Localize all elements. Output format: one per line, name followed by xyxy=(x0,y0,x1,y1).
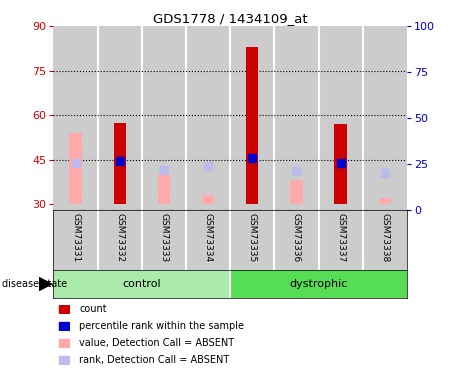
Bar xyxy=(142,26,186,210)
Bar xyxy=(53,270,230,298)
Point xyxy=(381,170,388,176)
Bar xyxy=(98,210,142,270)
Bar xyxy=(363,210,407,270)
Bar xyxy=(60,305,69,313)
Bar xyxy=(246,47,259,204)
Point xyxy=(72,160,79,166)
Polygon shape xyxy=(39,278,52,291)
Bar xyxy=(230,26,274,210)
Point xyxy=(337,160,344,166)
Text: dystrophic: dystrophic xyxy=(289,279,348,289)
Bar xyxy=(98,26,142,210)
Bar xyxy=(230,270,407,298)
Bar xyxy=(158,174,170,204)
Bar xyxy=(363,26,407,210)
Text: GSM73337: GSM73337 xyxy=(336,213,345,262)
Text: percentile rank within the sample: percentile rank within the sample xyxy=(79,321,244,331)
Text: value, Detection Call = ABSENT: value, Detection Call = ABSENT xyxy=(79,338,234,348)
Text: disease state: disease state xyxy=(2,279,67,289)
Bar xyxy=(142,210,186,270)
Text: control: control xyxy=(122,279,161,289)
Bar xyxy=(319,210,363,270)
Bar xyxy=(290,180,303,204)
Text: GSM73334: GSM73334 xyxy=(204,213,213,262)
Bar xyxy=(60,322,69,330)
Bar xyxy=(60,356,69,364)
Point xyxy=(204,162,212,168)
Bar xyxy=(186,26,230,210)
Text: rank, Detection Call = ABSENT: rank, Detection Call = ABSENT xyxy=(79,355,229,365)
Bar xyxy=(186,210,230,270)
Bar xyxy=(53,26,98,210)
Bar xyxy=(274,210,319,270)
Text: GSM73338: GSM73338 xyxy=(380,213,389,262)
Text: GSM73332: GSM73332 xyxy=(115,213,124,262)
Bar xyxy=(230,210,274,270)
Text: count: count xyxy=(79,304,106,314)
Point xyxy=(116,158,123,164)
Point xyxy=(248,155,256,161)
Bar xyxy=(53,210,98,270)
Bar xyxy=(379,198,391,204)
Bar xyxy=(202,195,214,204)
Point xyxy=(292,168,300,174)
Bar xyxy=(319,26,363,210)
Bar xyxy=(69,133,82,204)
Text: GSM73335: GSM73335 xyxy=(248,213,257,262)
Bar xyxy=(113,123,126,204)
Bar xyxy=(334,124,347,204)
Bar xyxy=(274,26,319,210)
Text: GSM73331: GSM73331 xyxy=(71,213,80,262)
Text: GSM73333: GSM73333 xyxy=(159,213,168,262)
Title: GDS1778 / 1434109_at: GDS1778 / 1434109_at xyxy=(153,12,307,25)
Text: GSM73336: GSM73336 xyxy=(292,213,301,262)
Point xyxy=(160,167,167,173)
Bar xyxy=(60,339,69,346)
